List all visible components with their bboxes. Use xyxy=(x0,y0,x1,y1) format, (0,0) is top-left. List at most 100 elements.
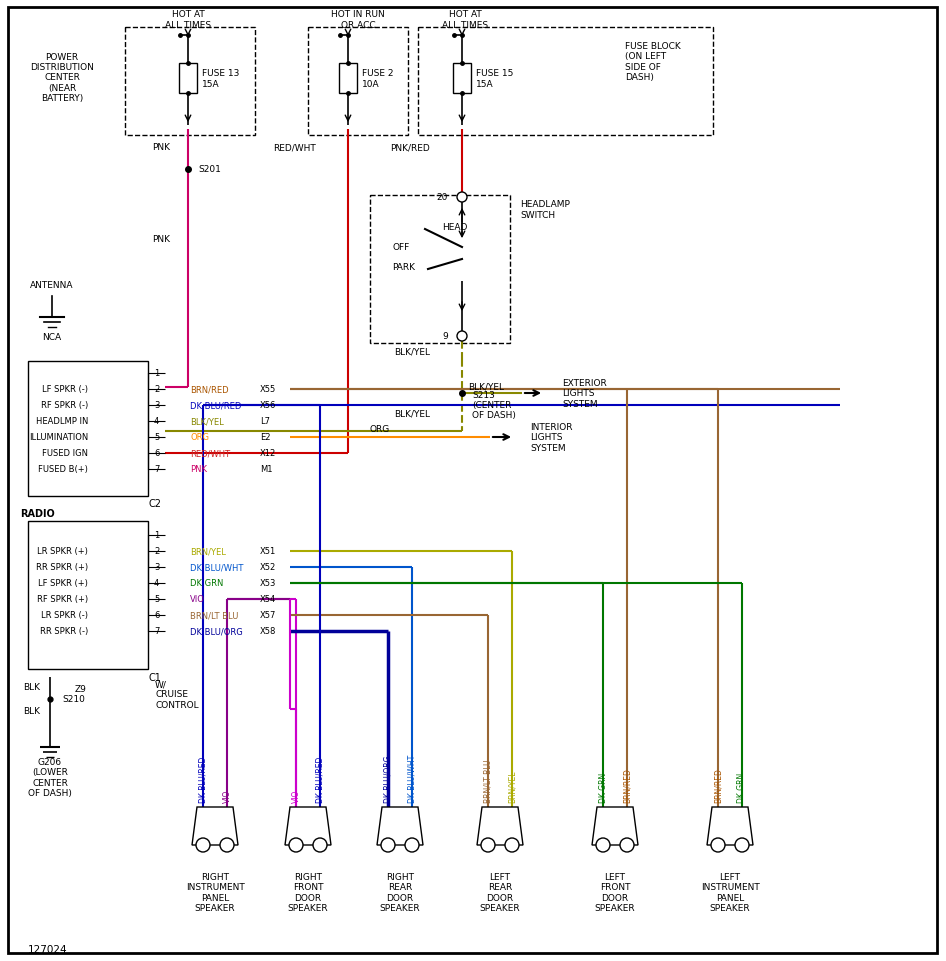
Circle shape xyxy=(735,838,749,852)
Bar xyxy=(453,63,471,94)
Text: RF SPKR (+): RF SPKR (+) xyxy=(37,595,88,604)
Text: X12: X12 xyxy=(260,449,276,458)
Text: X58: X58 xyxy=(260,627,276,636)
Text: C2: C2 xyxy=(148,499,161,508)
Text: BRN/LT BLU: BRN/LT BLU xyxy=(190,611,238,620)
Text: PNK: PNK xyxy=(190,465,207,474)
Circle shape xyxy=(457,332,467,342)
Circle shape xyxy=(405,838,419,852)
Text: LF SPKR (+): LF SPKR (+) xyxy=(38,579,88,588)
Text: BLK/YEL: BLK/YEL xyxy=(468,382,504,391)
Polygon shape xyxy=(592,807,638,845)
Text: E2: E2 xyxy=(260,433,271,442)
Text: DK BLU/RED: DK BLU/RED xyxy=(190,401,241,410)
Text: X52: X52 xyxy=(260,563,276,572)
Text: BRN/YEL: BRN/YEL xyxy=(190,547,226,555)
Text: DK BLU/RED: DK BLU/RED xyxy=(199,756,207,802)
Text: OF DASH): OF DASH) xyxy=(472,411,516,420)
Text: INTERIOR
LIGHTS
SYSTEM: INTERIOR LIGHTS SYSTEM xyxy=(530,423,572,453)
Text: X54: X54 xyxy=(260,595,276,604)
Text: BLK/YEL: BLK/YEL xyxy=(394,409,430,418)
Text: RIGHT
INSTRUMENT
PANEL
SPEAKER: RIGHT INSTRUMENT PANEL SPEAKER xyxy=(185,872,244,912)
Bar xyxy=(370,196,510,344)
Text: BLK/YEL: BLK/YEL xyxy=(394,347,430,357)
Circle shape xyxy=(220,838,234,852)
Text: RF SPKR (-): RF SPKR (-) xyxy=(41,401,88,410)
Text: ANTENNA: ANTENNA xyxy=(30,282,74,290)
Circle shape xyxy=(505,838,519,852)
Circle shape xyxy=(711,838,725,852)
Text: 2: 2 xyxy=(154,547,159,555)
Text: 7: 7 xyxy=(154,627,159,636)
Text: BRN/RED: BRN/RED xyxy=(622,767,632,802)
Text: VIO: VIO xyxy=(291,789,301,802)
Text: NCA: NCA xyxy=(43,333,61,342)
Text: S201: S201 xyxy=(198,165,220,174)
Text: HOT AT
ALL TIMES: HOT AT ALL TIMES xyxy=(165,11,211,30)
Circle shape xyxy=(596,838,610,852)
Text: DK BLU/RED: DK BLU/RED xyxy=(316,756,324,802)
Text: FUSED IGN: FUSED IGN xyxy=(42,449,88,458)
Circle shape xyxy=(620,838,634,852)
Bar xyxy=(308,28,408,136)
Text: VIO: VIO xyxy=(190,595,205,604)
Text: BLK: BLK xyxy=(23,706,40,716)
Bar xyxy=(28,361,148,497)
Text: BRN/YEL: BRN/YEL xyxy=(507,770,517,802)
Bar xyxy=(125,28,255,136)
Text: LR SPKR (+): LR SPKR (+) xyxy=(37,547,88,555)
Text: C1: C1 xyxy=(148,673,161,682)
Text: DK BLU/ORG: DK BLU/ORG xyxy=(383,754,393,802)
Bar xyxy=(28,522,148,669)
Text: X53: X53 xyxy=(260,579,276,588)
Text: BRN/RED: BRN/RED xyxy=(190,385,229,394)
Text: Z9: Z9 xyxy=(75,685,87,694)
Text: RIGHT
FRONT
DOOR
SPEAKER: RIGHT FRONT DOOR SPEAKER xyxy=(288,872,328,912)
Text: FUSE 2
10A: FUSE 2 10A xyxy=(362,69,394,88)
Text: X51: X51 xyxy=(260,547,276,555)
Circle shape xyxy=(289,838,303,852)
Bar xyxy=(339,63,357,94)
Circle shape xyxy=(457,193,467,203)
Text: 1: 1 xyxy=(154,530,159,540)
Text: RR SPKR (-): RR SPKR (-) xyxy=(40,627,88,636)
Bar xyxy=(179,63,197,94)
Polygon shape xyxy=(377,807,423,845)
Text: 3: 3 xyxy=(154,401,159,410)
Text: RED/WHT: RED/WHT xyxy=(190,449,230,458)
Text: HEADLAMP
SWITCH: HEADLAMP SWITCH xyxy=(520,200,569,219)
Text: FUSED B(+): FUSED B(+) xyxy=(38,465,88,474)
Text: HOT AT
ALL TIMES: HOT AT ALL TIMES xyxy=(442,11,488,30)
Text: LR SPKR (-): LR SPKR (-) xyxy=(41,611,88,620)
Text: S210: S210 xyxy=(62,695,85,703)
Circle shape xyxy=(196,838,210,852)
Text: POWER
DISTRIBUTION
CENTER
(NEAR
BATTERY): POWER DISTRIBUTION CENTER (NEAR BATTERY) xyxy=(30,53,94,103)
Text: BLK/YEL: BLK/YEL xyxy=(190,417,224,426)
Text: RIGHT
REAR
DOOR
SPEAKER: RIGHT REAR DOOR SPEAKER xyxy=(379,872,420,912)
Text: 9: 9 xyxy=(442,333,448,341)
Text: DK GRN: DK GRN xyxy=(738,772,746,802)
Text: FUSE BLOCK
(ON LEFT
SIDE OF
DASH): FUSE BLOCK (ON LEFT SIDE OF DASH) xyxy=(625,42,681,82)
Text: LF SPKR (-): LF SPKR (-) xyxy=(42,385,88,394)
Text: 1: 1 xyxy=(154,369,159,378)
Circle shape xyxy=(381,838,395,852)
Text: LEFT
INSTRUMENT
PANEL
SPEAKER: LEFT INSTRUMENT PANEL SPEAKER xyxy=(701,872,760,912)
Text: BRN/RED: BRN/RED xyxy=(713,767,723,802)
Text: PNK: PNK xyxy=(152,143,170,153)
Text: 5: 5 xyxy=(154,595,159,604)
Text: G206
(LOWER
CENTER
OF DASH): G206 (LOWER CENTER OF DASH) xyxy=(28,757,72,798)
Polygon shape xyxy=(192,807,238,845)
Text: 4: 4 xyxy=(154,417,159,426)
Text: FUSE 15
15A: FUSE 15 15A xyxy=(476,69,514,88)
Text: PNK/RED: PNK/RED xyxy=(391,143,430,153)
Text: EXTERIOR
LIGHTS
SYSTEM: EXTERIOR LIGHTS SYSTEM xyxy=(562,379,606,408)
Text: 6: 6 xyxy=(154,611,159,620)
Text: W/
CRUISE
CONTROL: W/ CRUISE CONTROL xyxy=(155,679,199,709)
Text: ORG: ORG xyxy=(370,425,390,434)
Polygon shape xyxy=(707,807,753,845)
Circle shape xyxy=(481,838,495,852)
Text: DK GRN: DK GRN xyxy=(599,772,607,802)
Text: LEFT
REAR
DOOR
SPEAKER: LEFT REAR DOOR SPEAKER xyxy=(480,872,520,912)
Text: ORG: ORG xyxy=(190,433,209,442)
Text: ILLUMINATION: ILLUMINATION xyxy=(28,433,88,442)
